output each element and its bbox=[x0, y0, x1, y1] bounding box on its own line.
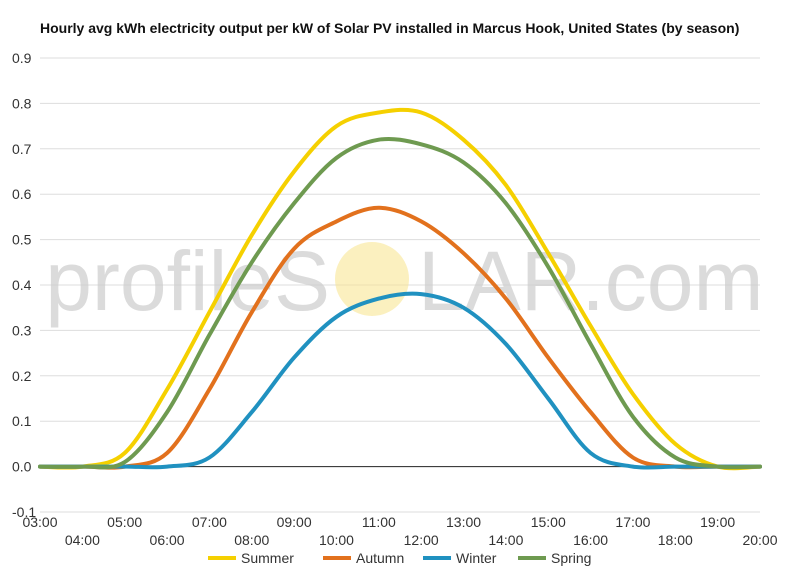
legend[interactable]: Summer Autumn Winter Spring bbox=[208, 550, 591, 566]
x-tick-label: 12:00 bbox=[404, 532, 439, 548]
series-lines bbox=[38, 107, 762, 471]
series-line-summer bbox=[38, 107, 762, 471]
y-tick-label: 0.8 bbox=[12, 95, 32, 111]
x-tick-label: 11:00 bbox=[362, 514, 396, 530]
x-tick-label: 20:00 bbox=[742, 532, 777, 548]
x-tick-label: 09:00 bbox=[277, 514, 312, 530]
chart-title: Hourly avg kWh electricity output per kW… bbox=[40, 20, 739, 36]
legend-item-summer[interactable]: Summer bbox=[208, 550, 294, 566]
x-tick-label: 07:00 bbox=[192, 514, 227, 530]
x-tick-label: 13:00 bbox=[446, 514, 481, 530]
legend-item-spring[interactable]: Spring bbox=[518, 550, 591, 566]
x-tick-label: 14:00 bbox=[488, 532, 523, 548]
y-tick-label: 0.0 bbox=[12, 459, 32, 475]
y-tick-label: 0.3 bbox=[12, 322, 32, 338]
x-tick-label: 06:00 bbox=[150, 532, 185, 548]
y-tick-label: 0.2 bbox=[12, 368, 32, 384]
legend-label: Summer bbox=[241, 550, 294, 566]
y-tick-label: 0.5 bbox=[12, 232, 32, 248]
legend-label: Autumn bbox=[356, 550, 404, 566]
y-tick-label: 0.7 bbox=[12, 141, 32, 157]
x-tick-label: 15:00 bbox=[531, 514, 566, 530]
x-tick-label: 03:00 bbox=[22, 514, 57, 530]
legend-label: Winter bbox=[456, 550, 497, 566]
x-tick-label: 05:00 bbox=[107, 514, 142, 530]
x-tick-label: 10:00 bbox=[319, 532, 354, 548]
y-tick-label: 0.6 bbox=[12, 186, 32, 202]
x-tick-label: 17:00 bbox=[615, 514, 650, 530]
watermark-text-right: LAR.com bbox=[418, 234, 763, 328]
y-tick-label: 0.1 bbox=[12, 413, 32, 429]
x-tick-label: 08:00 bbox=[234, 532, 269, 548]
y-tick-label: 0.9 bbox=[12, 50, 32, 66]
legend-label: Spring bbox=[551, 550, 591, 566]
legend-item-autumn[interactable]: Autumn bbox=[323, 550, 404, 566]
series-line-autumn bbox=[38, 205, 762, 470]
series-line-spring bbox=[38, 136, 762, 470]
profilesolar-watermark: profileS LAR.com bbox=[45, 234, 763, 328]
x-tick-label: 04:00 bbox=[65, 532, 100, 548]
y-tick-label: 0.4 bbox=[12, 277, 32, 293]
y-axis-ticks: -0.1 0.0 0.1 0.2 0.3 0.4 0.5 0.6 0.7 0.8 0.9 bbox=[12, 50, 36, 520]
watermark-sun-icon bbox=[335, 242, 409, 316]
watermark-text-left: profileS bbox=[45, 234, 330, 328]
series-line-winter bbox=[38, 291, 762, 470]
x-tick-label: 18:00 bbox=[658, 532, 693, 548]
y-tick-label: -0.1 bbox=[12, 504, 36, 520]
x-tick-label: 16:00 bbox=[573, 532, 608, 548]
x-axis-ticks: 03:00 05:00 07:00 09:00 11:00 13:00 15:00 17:00… bbox=[22, 514, 777, 548]
x-tick-label: 19:00 bbox=[700, 514, 735, 530]
legend-item-winter[interactable]: Winter bbox=[423, 550, 497, 566]
